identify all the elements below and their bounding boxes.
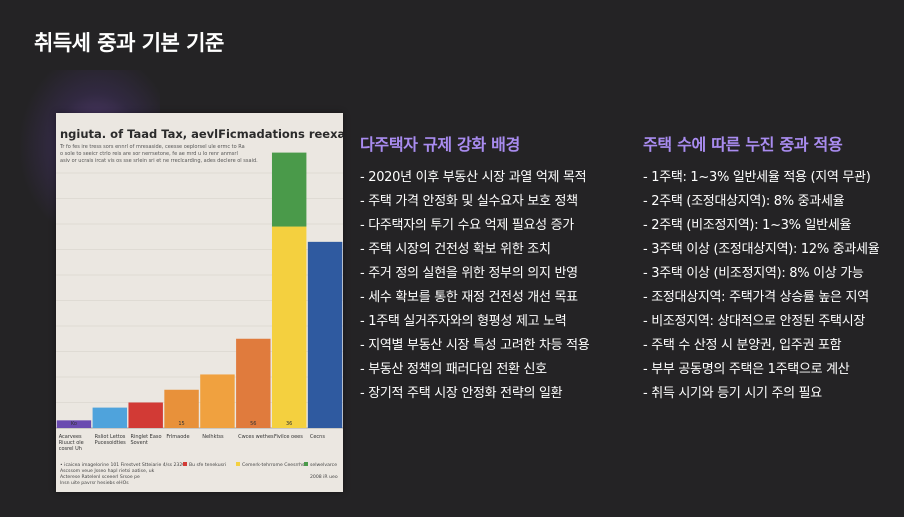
image-subtext-line: Tr fo fes ire tress sors ennrl of mresas… — [59, 144, 245, 150]
category-label: Sovent — [130, 440, 147, 446]
list-item: - 주택 수 산정 시 분양권, 입주권 포함 — [643, 338, 842, 353]
image-footer-line: Ascssom veue Jsseo hapl rietsi aatise, u… — [60, 468, 155, 474]
legend-swatch — [183, 462, 187, 466]
list-item: - 조정대상지역: 주택가격 상승률 높은 지역 — [643, 290, 869, 305]
right-column-heading: 주택 수에 따른 누진 중과 적용 — [643, 135, 843, 154]
list-item: - 2020년 이후 부동산 시장 과열 억제 목적 — [360, 170, 587, 185]
bar-value-label: Ko — [71, 421, 77, 427]
list-item: - 세수 확보를 통한 재정 건전성 개선 목표 — [360, 290, 578, 305]
image-footer-line: lnsn uite pavrsr hesiebs eHOs — [60, 480, 129, 486]
image-footer-line: Acterese Ratelenl sceeerl Srsoe pe — [60, 474, 140, 480]
image-subtext-line: asiv or ucrais ircat vis os sse srlein s… — [60, 158, 258, 164]
page-title: 취득세 중과 기본 기준 — [34, 31, 224, 55]
chart-bar — [200, 374, 235, 428]
list-item: - 취득 시기와 등기 시기 주의 필요 — [643, 386, 822, 401]
image-heading: ngiuta. of Taad Tax, aevlFicmadations re… — [60, 127, 343, 141]
list-item: - 지역별 부동산 시장 특성 고려한 차등 적용 — [360, 338, 590, 353]
chart-bar — [271, 226, 307, 428]
legend-entry: selwelvarce — [310, 462, 337, 468]
category-label: Frlmaode — [166, 434, 189, 440]
category-label: Pucesoidties — [95, 440, 127, 446]
category-label: Cwces wethes — [238, 434, 274, 440]
list-item: - 3주택 이상 (비조정지역): 8% 이상 가능 — [643, 266, 864, 281]
chart-bars: Ko 15 56 36 — [56, 152, 343, 428]
bar-chart-image: ngiuta. of Taad Tax, aevlFicmadations re… — [56, 113, 343, 492]
category-label: Ringlet Easo — [130, 434, 161, 440]
image-footer-line: • icaicea imagelorine 101 Firestvet Stte… — [60, 462, 185, 468]
list-item: - 다주택자의 투기 수요 억제 필요성 증가 — [360, 218, 574, 233]
left-column-heading: 다주택자 규제 강화 배경 — [360, 135, 521, 154]
list-item: - 비조정지역: 상대적으로 안정된 주택시장 — [643, 314, 866, 329]
right-column-list: - 1주택: 1~3% 일반세율 적용 (지역 무관) - 2주택 (조정대상지역… — [643, 166, 893, 406]
chart-bar — [164, 389, 199, 428]
list-item: - 주택 가격 안정화 및 실수요자 보호 정책 — [360, 194, 578, 209]
bar-value-label: 15 — [178, 421, 184, 427]
list-item: - 주택 시장의 건전성 확보 위한 조치 — [360, 242, 551, 257]
list-item: - 1주택 실거주자와의 형평성 제고 노력 — [360, 314, 567, 329]
legend-entry: Cemerk-tehrrome Ceesrrhs — [242, 462, 305, 468]
category-label: Fivilce oees — [274, 434, 303, 440]
chart-bar — [92, 407, 128, 428]
right-column: 주택 수에 따른 누진 중과 적용 - 1주택: 1~3% 일반세율 적용 (지… — [643, 131, 893, 406]
chart-bar — [307, 241, 343, 428]
chart-bar — [128, 402, 163, 428]
list-item: - 부부 공동명의 주택은 1주택으로 계산 — [643, 362, 850, 377]
list-item: - 2주택 (조정대상지역): 8% 중과세율 — [643, 194, 845, 209]
left-column: 다주택자 규제 강화 배경 - 2020년 이후 부동산 시장 과열 억제 목적… — [360, 131, 610, 406]
list-item: - 1주택: 1~3% 일반세율 적용 (지역 무관) — [643, 170, 871, 185]
category-label: Nelhktss — [202, 434, 224, 440]
chart-bar — [236, 338, 271, 428]
legend-swatch — [304, 462, 308, 466]
chart-bar-segment — [271, 152, 307, 227]
list-item: - 주거 정의 실현을 위한 정부의 의지 반영 — [360, 266, 578, 281]
bar-value-label: 56 — [250, 421, 256, 427]
image-subtext-line: o sole to seeicr ctrlo reis are sor nerr… — [60, 151, 238, 157]
legend-entry: Bu sfe tenekusri — [189, 462, 226, 468]
category-label: Acarvees — [59, 434, 82, 440]
category-label: cosrel Uh — [59, 446, 82, 452]
list-item: - 장기적 주택 시장 안정화 전략의 일환 — [360, 386, 563, 401]
list-item: - 3주택 이상 (조정대상지역): 12% 중과세율 — [643, 242, 880, 257]
list-item: - 2주택 (비조정지역): 1~3% 일반세율 — [643, 218, 852, 233]
category-label: Riuuct ole — [59, 440, 84, 446]
chart-bar — [56, 420, 92, 428]
left-column-list: - 2020년 이후 부동산 시장 과열 억제 목적 - 주택 가격 안정화 및 … — [360, 166, 610, 406]
category-label: Rsliot Lettos — [95, 434, 126, 440]
legend-swatch — [236, 462, 240, 466]
chart-photo: ngiuta. of Taad Tax, aevlFicmadations re… — [56, 113, 343, 492]
legend-note: 2008 iR ueo — [310, 474, 338, 480]
list-item: - 부동산 정책의 패러다임 전환 신호 — [360, 362, 547, 377]
bar-value-label: 36 — [286, 421, 292, 427]
category-label: Cecns — [310, 434, 325, 440]
